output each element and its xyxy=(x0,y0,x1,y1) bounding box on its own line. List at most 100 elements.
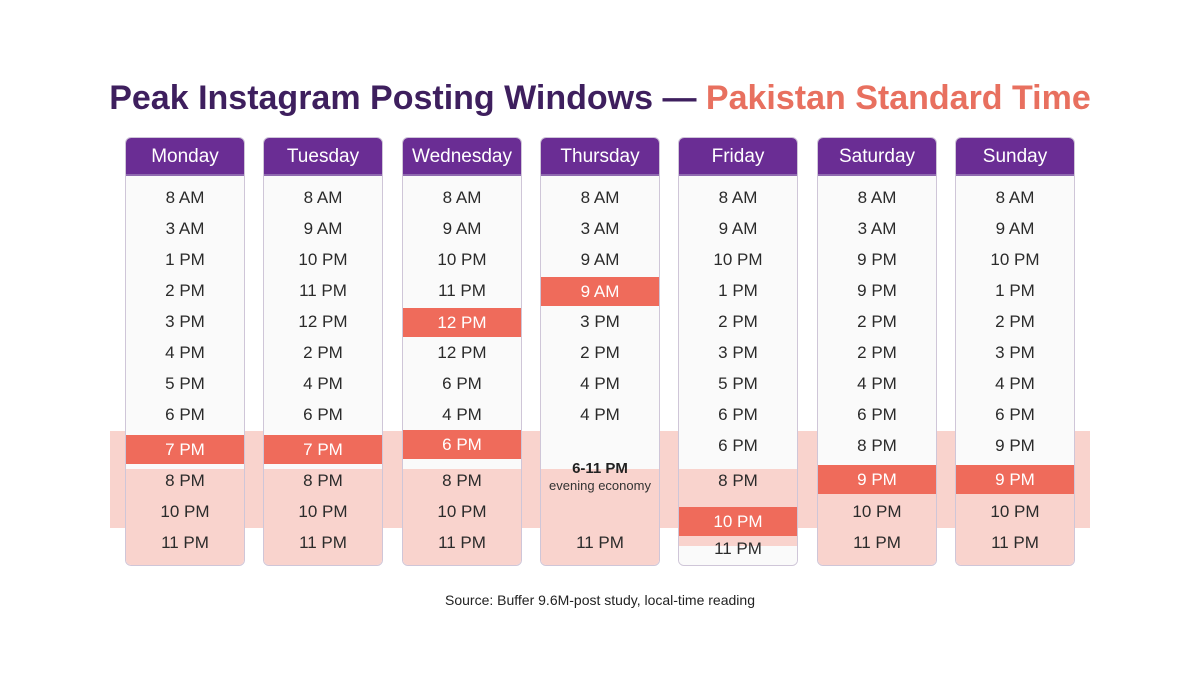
time-slot-highlighted: 9 AM xyxy=(541,277,659,306)
day-header: Sunday xyxy=(956,138,1074,176)
time-slot: 2 PM xyxy=(303,343,343,362)
time-slot: 8 AM xyxy=(442,188,482,207)
day-header: Wednesday xyxy=(403,138,521,176)
time-slot: 2 PM xyxy=(857,312,897,331)
time-slot: 2 PM xyxy=(580,343,620,362)
evening-window: 6-11 PM evening economy xyxy=(541,460,659,494)
time-slot: 9 PM xyxy=(857,281,897,300)
time-slot: 3 PM xyxy=(165,312,205,331)
time-slot: 11 PM xyxy=(438,281,486,300)
time-slot: 2 PM xyxy=(165,281,205,300)
evening-note: evening economy xyxy=(549,478,651,493)
time-slot: 6 PM xyxy=(995,405,1035,424)
time-slot: 8 PM xyxy=(165,471,205,490)
time-slot: 11 PM xyxy=(299,281,347,300)
time-slot: 4 PM xyxy=(165,343,205,362)
time-slot: 8 AM xyxy=(995,188,1035,207)
time-slot: 1 PM xyxy=(995,281,1035,300)
time-slot: 4 PM xyxy=(857,374,897,393)
evening-time: 6-11 PM xyxy=(572,460,628,477)
time-slot: 6 PM xyxy=(442,374,482,393)
day-header: Saturday xyxy=(818,138,936,176)
time-slot-highlighted: 7 PM xyxy=(264,435,382,464)
time-slot: 8 AM xyxy=(580,188,620,207)
time-slot: 3 AM xyxy=(580,219,620,238)
time-slot: 10 PM xyxy=(990,250,1040,269)
time-slot: 12 PM xyxy=(437,343,487,362)
time-slot: 3 PM xyxy=(718,343,758,362)
time-slot: 4 PM xyxy=(442,405,482,424)
time-slot-highlighted: 12 PM xyxy=(403,308,521,337)
time-slot: 9 AM xyxy=(580,250,620,269)
time-slot: 6 PM xyxy=(718,405,758,424)
time-slot: 11 PM xyxy=(991,533,1039,552)
time-slot: 11 PM xyxy=(299,533,347,552)
source-note: Source: Buffer 9.6M-post study, local-ti… xyxy=(445,592,755,608)
time-slot: 10 PM xyxy=(160,502,210,521)
time-slot: 2 PM xyxy=(995,312,1035,331)
day-column-monday: Monday 8 AM 3 AM 1 PM 2 PM 3 PM 4 PM 5 P… xyxy=(125,137,245,566)
chart-title: Peak Instagram Posting Windows — Pakista… xyxy=(0,78,1200,118)
time-slot: 9 AM xyxy=(442,219,482,238)
time-slot: 9 PM xyxy=(995,436,1035,455)
time-slot-highlighted: 9 PM xyxy=(956,465,1074,494)
time-slot: 11 PM xyxy=(161,533,209,552)
time-slot-highlighted: 6 PM xyxy=(403,430,521,459)
time-slot: 8 PM xyxy=(857,436,897,455)
time-slot: 9 AM xyxy=(718,219,758,238)
time-slot: 11 PM xyxy=(438,533,486,552)
time-slot: 11 PM xyxy=(714,539,762,558)
time-slot-highlighted: 9 PM xyxy=(818,465,936,494)
time-slot: 10 PM xyxy=(713,250,763,269)
day-header: Tuesday xyxy=(264,138,382,176)
day-column-tuesday: Tuesday 8 AM 9 AM 10 PM 11 PM 12 PM 2 PM… xyxy=(263,137,383,566)
title-accent: Pakistan Standard Time xyxy=(705,79,1091,117)
time-slot: 2 PM xyxy=(857,343,897,362)
time-slot: 11 PM xyxy=(853,533,901,552)
time-slot: 9 AM xyxy=(303,219,343,238)
time-slot: 5 PM xyxy=(165,374,205,393)
time-slot: 1 PM xyxy=(718,281,758,300)
time-slot-highlighted: 7 PM xyxy=(126,435,244,464)
time-slot: 9 AM xyxy=(995,219,1035,238)
day-column-wednesday: Wednesday 8 AM 9 AM 10 PM 11 PM 12 PM 12… xyxy=(402,137,522,566)
time-slot: 8 AM xyxy=(718,188,758,207)
time-slot: 10 PM xyxy=(298,502,348,521)
time-slot: 2 PM xyxy=(718,312,758,331)
day-column-saturday: Saturday 8 AM 3 AM 9 PM 9 PM 2 PM 2 PM 4… xyxy=(817,137,937,566)
time-slot: 9 PM xyxy=(857,250,897,269)
day-header: Friday xyxy=(679,138,797,176)
time-slot: 4 PM xyxy=(995,374,1035,393)
time-slot: 10 PM xyxy=(990,502,1040,521)
time-slot: 8 PM xyxy=(303,471,343,490)
time-slot: 10 PM xyxy=(298,250,348,269)
time-slot: 4 PM xyxy=(580,405,620,424)
time-slot: 8 AM xyxy=(303,188,343,207)
time-slot: 8 AM xyxy=(857,188,897,207)
time-slot: 10 PM xyxy=(437,250,487,269)
time-slot: 6 PM xyxy=(718,436,758,455)
time-slot: 4 PM xyxy=(303,374,343,393)
time-slot: 3 AM xyxy=(165,219,205,238)
time-slot: 3 PM xyxy=(580,312,620,331)
time-slot: 6 PM xyxy=(857,405,897,424)
time-slot: 6 PM xyxy=(165,405,205,424)
time-slot: 12 PM xyxy=(298,312,348,331)
time-slot: 11 PM xyxy=(576,533,624,552)
day-header: Monday xyxy=(126,138,244,176)
time-slot: 5 PM xyxy=(718,374,758,393)
day-header: Thursday xyxy=(541,138,659,176)
time-slot: 1 PM xyxy=(165,250,205,269)
time-slot: 3 AM xyxy=(857,219,897,238)
time-slot: 3 PM xyxy=(995,343,1035,362)
time-slot-highlighted: 10 PM xyxy=(679,507,797,536)
time-slot: 4 PM xyxy=(580,374,620,393)
time-slot: 8 AM xyxy=(165,188,205,207)
day-column-sunday: Sunday 8 AM 9 AM 10 PM 1 PM 2 PM 3 PM 4 … xyxy=(955,137,1075,566)
day-column-thursday: Thursday 8 AM 3 AM 9 AM 9 AM 3 PM 2 PM 4… xyxy=(540,137,660,566)
day-column-friday: Friday 8 AM 9 AM 10 PM 1 PM 2 PM 3 PM 5 … xyxy=(678,137,798,566)
time-slot: 10 PM xyxy=(852,502,902,521)
time-slot: 10 PM xyxy=(437,502,487,521)
time-slot: 6 PM xyxy=(303,405,343,424)
time-slot: 8 PM xyxy=(442,471,482,490)
